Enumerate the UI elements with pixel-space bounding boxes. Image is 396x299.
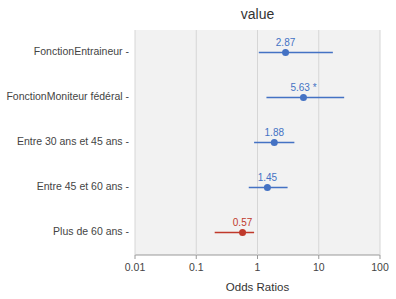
chart: FonctionEntraineur - FonctionMoniteur féd… (0, 0, 396, 299)
data-label: 2.87 (276, 37, 296, 48)
x-tick-label: 1 (255, 261, 261, 273)
x-tick-label: 0.01 (125, 261, 146, 273)
x-tick-label: 100 (371, 261, 389, 273)
data-label: 1.88 (265, 127, 285, 138)
y-tick-label: Entre 45 et 60 ans - (37, 180, 130, 192)
y-tick-label: Entre 30 ans et 45 ans - (17, 135, 130, 147)
x-tick-label: 10 (313, 261, 325, 273)
grid-line (196, 30, 197, 255)
x-tick (380, 255, 381, 259)
grid-line (135, 30, 136, 255)
point (271, 139, 278, 146)
grid-line (318, 30, 319, 255)
x-axis-label: Odds Ratios (226, 281, 290, 293)
title: value (241, 6, 275, 22)
x-axis: 0.01 0.1 1 10 100 (125, 30, 389, 273)
point (300, 94, 307, 101)
x-tick (318, 255, 319, 259)
plot-background (135, 30, 380, 255)
y-tick-label: FonctionEntraineur - (34, 45, 130, 57)
grid-line (380, 30, 381, 255)
marks (215, 49, 344, 236)
point (239, 229, 246, 236)
point (282, 49, 289, 56)
chart-container: FonctionEntraineur - FonctionMoniteur féd… (0, 0, 396, 299)
data-label: 5.63 * (290, 82, 316, 93)
confidence-interval (259, 52, 333, 54)
x-tick (196, 255, 197, 259)
y-tick-label: FonctionMoniteur fédéral - (6, 90, 129, 102)
x-tick (257, 255, 258, 259)
point (264, 184, 271, 191)
y-tick-label: Plus de 60 ans - (53, 225, 129, 237)
confidence-interval (215, 232, 254, 234)
data-labels: 2.87 5.63 * 1.88 1.45 0.57 (233, 37, 317, 228)
y-axis: FonctionEntraineur - FonctionMoniteur féd… (6, 45, 129, 237)
data-label: 1.45 (258, 172, 278, 183)
x-tick (135, 255, 136, 259)
data-label: 0.57 (233, 217, 253, 228)
x-tick-label: 0.1 (189, 261, 204, 273)
